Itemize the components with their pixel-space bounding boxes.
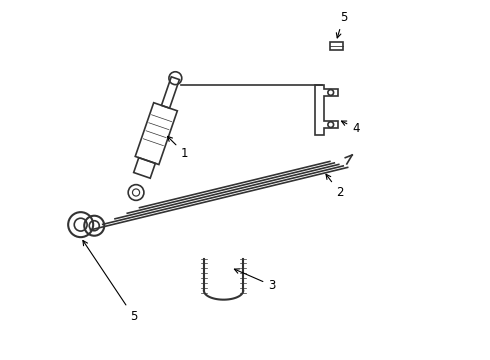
Text: 2: 2 [326, 174, 343, 199]
Text: 5: 5 [336, 11, 347, 38]
Text: 5: 5 [83, 240, 137, 323]
Text: 3: 3 [234, 269, 275, 292]
Text: 4: 4 [342, 121, 360, 135]
Text: 1: 1 [168, 136, 188, 160]
